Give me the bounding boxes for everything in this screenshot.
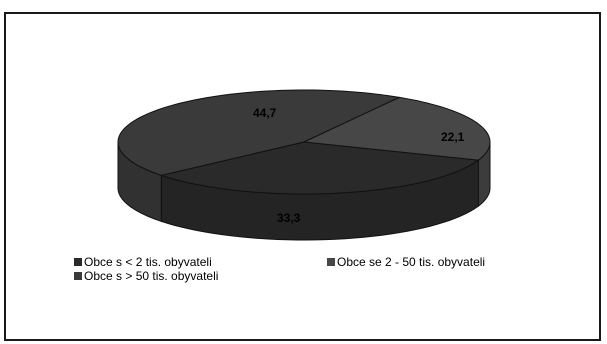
legend-item-medium-municipalities: Obce se 2 - 50 tis. obyvateli — [327, 256, 485, 269]
legend-label: Obce se 2 - 50 tis. obyvateli — [337, 255, 485, 269]
legend-swatch — [74, 272, 82, 280]
data-label-1: 22,1 — [441, 130, 465, 144]
data-label-0: 33,3 — [277, 211, 301, 225]
legend-item-small-municipalities: Obce s < 2 tis. obyvateli — [74, 256, 212, 269]
legend-swatch — [74, 258, 82, 266]
legend-swatch — [327, 258, 335, 266]
legend-item-large-municipalities: Obce s > 50 tis. obyvateli — [74, 270, 218, 283]
data-label-2: 44,7 — [253, 106, 277, 120]
legend-label: Obce s > 50 tis. obyvateli — [84, 269, 218, 283]
pie-tops — [118, 90, 490, 194]
legend-label: Obce s < 2 tis. obyvateli — [84, 255, 212, 269]
